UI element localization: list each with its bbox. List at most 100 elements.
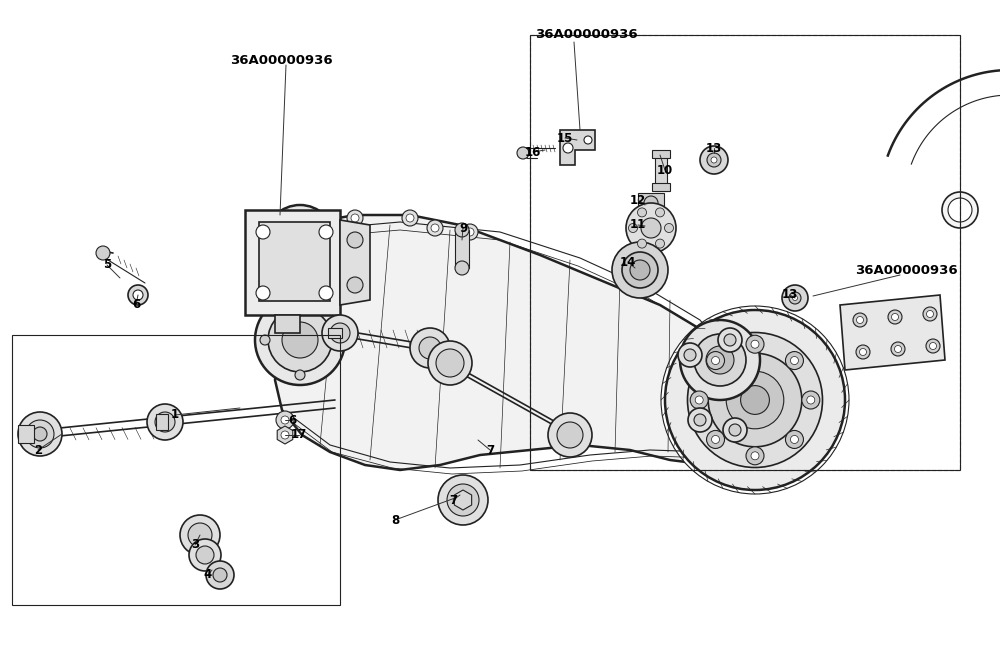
Circle shape — [706, 346, 734, 374]
Text: 10: 10 — [657, 163, 673, 177]
Text: 12: 12 — [630, 194, 646, 206]
Circle shape — [707, 153, 721, 167]
Circle shape — [853, 313, 867, 327]
Text: 13: 13 — [706, 142, 722, 155]
Circle shape — [644, 196, 658, 210]
Circle shape — [155, 412, 175, 432]
Circle shape — [455, 261, 469, 275]
Circle shape — [351, 214, 359, 222]
Circle shape — [656, 208, 664, 217]
Polygon shape — [340, 220, 370, 305]
Text: 6: 6 — [132, 298, 140, 312]
Circle shape — [790, 357, 798, 364]
Text: 15: 15 — [557, 132, 573, 144]
Circle shape — [707, 431, 725, 448]
Circle shape — [729, 424, 741, 436]
Polygon shape — [454, 490, 472, 510]
Circle shape — [347, 210, 363, 226]
Text: 7: 7 — [449, 493, 457, 507]
Text: 6: 6 — [288, 413, 296, 427]
Circle shape — [746, 335, 764, 353]
Circle shape — [319, 286, 333, 300]
Circle shape — [276, 411, 294, 429]
Circle shape — [289, 229, 311, 251]
Text: 14: 14 — [620, 255, 636, 269]
Circle shape — [402, 210, 418, 226]
Polygon shape — [560, 130, 595, 165]
Circle shape — [626, 203, 676, 253]
Circle shape — [431, 224, 439, 232]
Circle shape — [584, 136, 592, 144]
Text: 36A00000936: 36A00000936 — [535, 28, 638, 42]
Text: 7: 7 — [486, 444, 494, 456]
Circle shape — [410, 328, 450, 368]
Circle shape — [295, 370, 305, 380]
Bar — [530, 35, 960, 470]
Circle shape — [347, 277, 363, 293]
Circle shape — [694, 414, 706, 426]
Circle shape — [684, 349, 696, 361]
Bar — [655, 153, 667, 191]
Circle shape — [419, 337, 441, 359]
Circle shape — [789, 292, 801, 304]
Text: 17: 17 — [291, 429, 307, 442]
Text: 8: 8 — [391, 513, 399, 526]
Circle shape — [790, 435, 798, 444]
Circle shape — [295, 300, 305, 310]
Circle shape — [33, 427, 47, 441]
Circle shape — [708, 353, 802, 447]
Text: 1: 1 — [171, 409, 179, 421]
Circle shape — [330, 323, 350, 343]
Circle shape — [751, 452, 759, 460]
Circle shape — [688, 408, 712, 432]
Circle shape — [665, 310, 845, 490]
Circle shape — [213, 568, 227, 582]
Circle shape — [741, 386, 769, 415]
Circle shape — [18, 412, 62, 456]
Circle shape — [638, 208, 646, 217]
Circle shape — [196, 546, 214, 564]
Circle shape — [856, 345, 870, 359]
Polygon shape — [277, 426, 293, 444]
Bar — [652, 150, 670, 158]
Polygon shape — [275, 215, 760, 470]
Circle shape — [891, 342, 905, 356]
Circle shape — [948, 198, 972, 222]
Text: 2: 2 — [34, 444, 42, 456]
Circle shape — [612, 242, 668, 298]
Circle shape — [128, 285, 148, 305]
Circle shape — [892, 314, 898, 321]
Circle shape — [856, 317, 864, 323]
Circle shape — [785, 351, 803, 370]
Circle shape — [455, 223, 469, 237]
Circle shape — [281, 431, 289, 439]
Circle shape — [641, 218, 661, 238]
Circle shape — [690, 391, 708, 409]
Circle shape — [888, 310, 902, 324]
Circle shape — [268, 308, 332, 372]
Circle shape — [638, 239, 646, 248]
Bar — [18, 425, 34, 443]
Circle shape — [278, 218, 322, 262]
Circle shape — [455, 492, 471, 508]
Text: 3: 3 — [191, 538, 199, 552]
Polygon shape — [275, 315, 300, 333]
Circle shape — [802, 391, 820, 409]
Circle shape — [942, 192, 978, 228]
Circle shape — [265, 205, 335, 275]
Circle shape — [260, 335, 270, 345]
Circle shape — [406, 214, 414, 222]
Text: 36A00000936: 36A00000936 — [230, 54, 333, 67]
Text: 36A00000936: 36A00000936 — [855, 263, 958, 276]
Circle shape — [548, 413, 592, 457]
Circle shape — [792, 296, 798, 300]
Text: 13: 13 — [782, 288, 798, 302]
Circle shape — [711, 157, 717, 163]
Circle shape — [133, 290, 143, 300]
Circle shape — [622, 252, 658, 288]
Circle shape — [923, 307, 937, 321]
Circle shape — [517, 147, 529, 159]
Circle shape — [700, 146, 728, 174]
Circle shape — [678, 343, 702, 367]
Circle shape — [785, 431, 803, 448]
